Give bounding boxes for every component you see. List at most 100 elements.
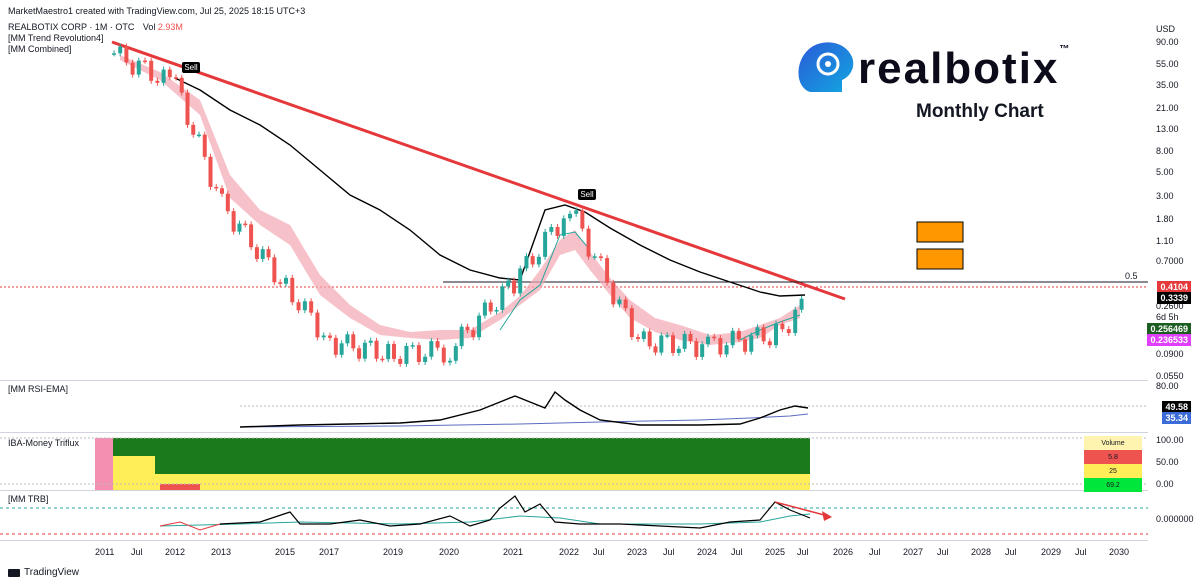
time-tick-label: 2030 bbox=[1109, 547, 1130, 557]
logo-brain-icon bbox=[790, 32, 860, 102]
candle-body bbox=[149, 60, 154, 81]
creator-line: MarketMaestro1 created with TradingView.… bbox=[8, 6, 306, 16]
time-tick-label: Jul bbox=[131, 547, 143, 557]
rsi-pane-title[interactable]: [MM RSI-EMA] bbox=[8, 384, 68, 394]
symbol-line[interactable]: REALBOTIX CORP · 1M · OTC Vol 2.93M bbox=[8, 22, 183, 32]
bar-countdown: 6d 5h bbox=[1156, 312, 1179, 322]
price-tick-label: 3.00 bbox=[1156, 190, 1174, 201]
price-tick-label: 55.00 bbox=[1156, 59, 1179, 70]
candle-body bbox=[302, 301, 307, 311]
candle-body bbox=[398, 358, 403, 364]
candle-body bbox=[736, 330, 741, 340]
candle-body bbox=[435, 341, 440, 348]
time-tick-label: 2027 bbox=[903, 547, 924, 557]
rsi-ema-tag: 35.34 bbox=[1162, 412, 1191, 424]
sell-label-2: Sell bbox=[580, 190, 594, 199]
candle-body bbox=[641, 331, 646, 339]
candle-body bbox=[530, 256, 535, 265]
candle-body bbox=[482, 302, 487, 316]
price-tick-label: 13.00 bbox=[1156, 124, 1179, 135]
sell-label-1: Sell bbox=[184, 63, 198, 72]
candle-body bbox=[237, 223, 242, 232]
candle-body bbox=[368, 340, 373, 343]
candle-body bbox=[296, 302, 301, 311]
candle-body bbox=[191, 124, 196, 135]
candle-body bbox=[118, 46, 123, 54]
candle-body bbox=[404, 345, 409, 364]
candle-body bbox=[202, 134, 207, 157]
candle-body bbox=[598, 256, 603, 259]
rsi-pane bbox=[239, 390, 1148, 428]
candle-body bbox=[743, 339, 748, 352]
candle-body bbox=[755, 327, 760, 336]
candle-body bbox=[494, 309, 499, 312]
trend-ribbon bbox=[120, 55, 800, 345]
candle-body bbox=[155, 80, 160, 83]
price-tag-2: 0.3339 bbox=[1157, 292, 1191, 304]
money-pane-title[interactable]: IBA-Money Triflux bbox=[8, 438, 80, 448]
trb-pane-title[interactable]: [MM TRB] bbox=[8, 494, 49, 504]
indicator-trend-revolution[interactable]: [MM Trend Revolution4] bbox=[8, 33, 104, 43]
pane-separator[interactable] bbox=[0, 380, 1148, 381]
time-tick-label: 2023 bbox=[627, 547, 648, 557]
candle-body bbox=[161, 69, 166, 83]
trb-pane bbox=[0, 495, 1148, 535]
vol-value: 2.93M bbox=[157, 22, 183, 32]
candle-body bbox=[309, 301, 314, 313]
time-tick-label: 2025 bbox=[765, 547, 786, 557]
currency-label: USD bbox=[1156, 24, 1176, 34]
candle-body bbox=[315, 312, 320, 338]
candle-body bbox=[243, 223, 248, 226]
candle-body bbox=[488, 302, 493, 312]
money-axis-100: 100.00 bbox=[1156, 435, 1184, 445]
candle-body bbox=[208, 156, 213, 187]
candle-body bbox=[167, 69, 172, 78]
time-tick-label: Jul bbox=[869, 547, 881, 557]
indicator-combined[interactable]: [MM Combined] bbox=[8, 44, 72, 54]
candle-body bbox=[231, 211, 236, 232]
candle-body bbox=[500, 286, 505, 310]
candle-body bbox=[179, 77, 184, 93]
candle-body bbox=[623, 299, 628, 309]
trademark: ™ bbox=[1059, 44, 1072, 55]
candle-body bbox=[124, 46, 129, 63]
symbol-label: REALBOTIX CORP · 1M · OTC bbox=[8, 22, 135, 32]
candle-body bbox=[518, 268, 523, 294]
candle-body bbox=[506, 280, 511, 287]
pane-separator[interactable] bbox=[0, 540, 1148, 541]
trb-axis-zero: 0.000000 bbox=[1156, 514, 1194, 524]
candle-body bbox=[780, 323, 785, 330]
candle-body bbox=[448, 360, 452, 363]
pane-separator[interactable] bbox=[0, 490, 1148, 491]
candle-body bbox=[659, 335, 664, 353]
pane-separator[interactable] bbox=[0, 432, 1148, 433]
candle-body bbox=[416, 345, 421, 362]
candle-body bbox=[260, 249, 265, 259]
price-tick-label: 1.10 bbox=[1156, 235, 1174, 246]
candle-body bbox=[380, 358, 385, 361]
candle-body bbox=[712, 336, 717, 339]
time-tick-label: 2019 bbox=[383, 547, 404, 557]
candle-body bbox=[357, 348, 362, 359]
candle-body bbox=[629, 308, 634, 338]
candle-body bbox=[536, 256, 541, 265]
time-tick-label: 2028 bbox=[971, 547, 992, 557]
logo-text: realbotix bbox=[858, 44, 1060, 93]
time-tick-label: 2015 bbox=[275, 547, 296, 557]
price-tag-1: 0.4104 bbox=[1157, 281, 1191, 293]
candle-body bbox=[580, 210, 585, 229]
candle-body bbox=[724, 345, 729, 355]
price-tick-label: 0.2600 bbox=[1156, 300, 1184, 311]
candle-body bbox=[386, 343, 391, 360]
fib-label: 0.5 bbox=[1125, 271, 1138, 281]
candle-body bbox=[682, 333, 687, 349]
candle-body bbox=[174, 77, 178, 79]
tradingview-footer[interactable]: TradingView bbox=[8, 567, 79, 578]
candle-body bbox=[459, 326, 464, 347]
time-tick-label: 2017 bbox=[319, 547, 340, 557]
candle-body bbox=[543, 231, 548, 257]
candle-body bbox=[653, 346, 658, 353]
time-tick-label: 2012 bbox=[165, 547, 186, 557]
candle-body bbox=[512, 280, 516, 294]
